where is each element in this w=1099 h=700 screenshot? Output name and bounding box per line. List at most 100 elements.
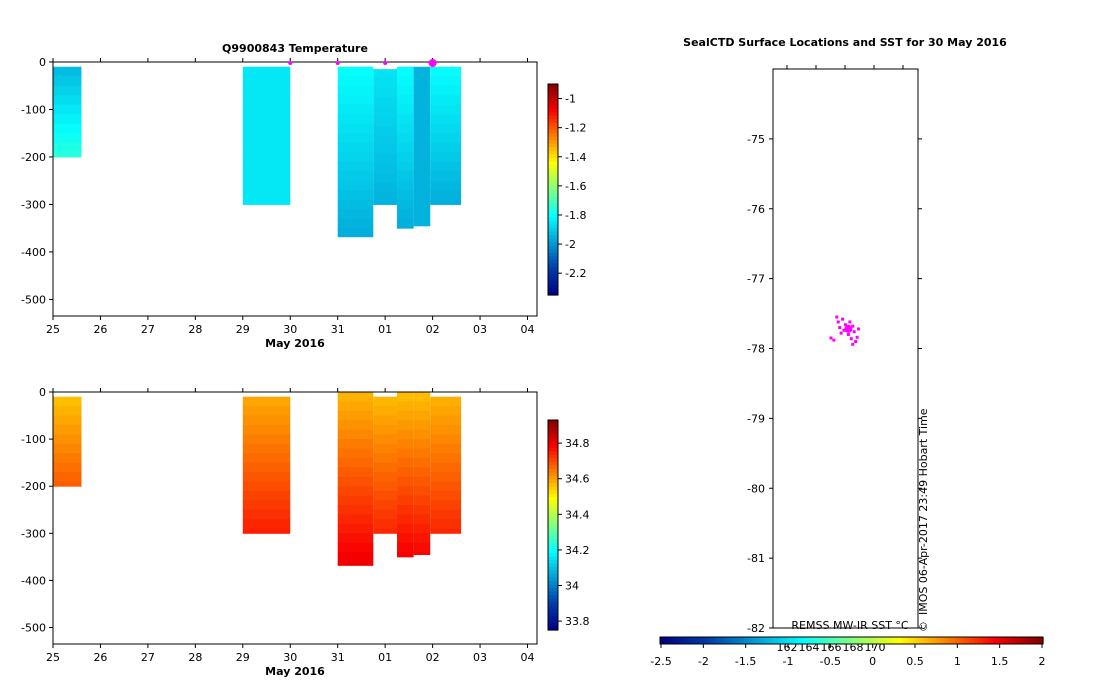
colorbar-cell	[548, 556, 558, 561]
profile-cell	[430, 66, 462, 77]
sst-colorbar-cell	[885, 637, 891, 644]
profile-cell	[373, 69, 398, 80]
profile-cell	[53, 443, 82, 454]
colorbar-cell	[548, 140, 558, 145]
colorbar-cell	[548, 203, 558, 208]
profile-cell	[242, 443, 291, 454]
sst-colorbar-cell	[1027, 637, 1033, 644]
profile-cell	[413, 133, 431, 144]
colorbar-cell	[548, 623, 558, 628]
sst-colorbar-cell	[866, 637, 872, 644]
colorbar-cell	[548, 570, 558, 575]
profile-cell	[337, 514, 374, 525]
sst-colorbar-tick-label: 0.5	[906, 655, 924, 668]
timestamp-label: IMOS 06-Apr-2017 23:49 Hobart Time	[917, 408, 930, 615]
colorbar-cell	[548, 626, 558, 631]
x-tick-label: 28	[188, 651, 202, 664]
map-y-tick-label: -75	[747, 133, 765, 146]
profile-cell	[337, 561, 374, 566]
profile-cell	[413, 542, 431, 553]
profile-cell	[430, 152, 462, 163]
profile-cell	[373, 135, 398, 146]
profile-cell	[430, 199, 462, 205]
colorbar-cell	[548, 133, 558, 138]
map-y-tick-label: -79	[747, 412, 765, 425]
location-point	[851, 324, 855, 328]
colorbar-cell	[548, 451, 558, 456]
profile-cell	[413, 180, 431, 191]
sst-colorbar-cell	[939, 637, 945, 644]
profile-cell	[397, 467, 414, 478]
profile-cell	[242, 104, 291, 115]
colorbar-cell	[548, 259, 558, 264]
colorbar-cell	[548, 119, 558, 124]
colorbar-cell	[548, 291, 558, 296]
profile-cell	[53, 114, 82, 125]
profile-cell	[337, 228, 374, 238]
sst-colorbar-cell	[878, 637, 883, 644]
profile-cell	[397, 218, 414, 229]
location-point	[844, 323, 847, 327]
profile-cell	[430, 415, 462, 426]
x-tick-label: 25	[46, 651, 60, 664]
colorbar-cell	[548, 595, 558, 600]
colorbar-cell	[548, 221, 558, 226]
colorbar-cell	[548, 469, 558, 474]
x-tick-label: 03	[473, 651, 487, 664]
profile-cell	[413, 123, 431, 134]
profile-cell	[397, 552, 414, 558]
y-tick-label: 0	[39, 386, 46, 399]
x-axis-label: May 2016	[265, 665, 325, 678]
sst-colorbar-cell	[874, 637, 879, 644]
profile-cell	[430, 472, 462, 482]
sst-colorbar-cell	[859, 637, 864, 644]
profile-cell	[397, 190, 414, 201]
colorbar-cell	[548, 175, 558, 180]
sst-colorbar-cell	[690, 637, 696, 644]
profile-cell	[242, 114, 291, 125]
y-tick-label: -400	[21, 574, 46, 587]
colorbar-cell	[548, 273, 558, 279]
colorbar-tick-label: 34.2	[565, 544, 590, 557]
x-tick-label: 03	[473, 323, 487, 336]
profile-cell	[397, 486, 414, 497]
location-point	[839, 331, 843, 335]
profile-cell	[430, 114, 462, 125]
sst-colorbar-cell	[958, 637, 964, 644]
colorbar-cell	[548, 549, 558, 554]
colorbar-frame	[547, 419, 559, 631]
event-marker	[288, 61, 293, 65]
profile-cell	[337, 552, 374, 563]
profile-cell	[413, 218, 431, 227]
sst-colorbar-label: REMSS MW-IR SST °C	[791, 619, 909, 632]
sst-colorbar-cell	[721, 637, 726, 644]
profile-cell	[430, 481, 462, 492]
sst-colorbar-cell	[820, 637, 826, 644]
profile-cell	[337, 486, 374, 497]
profile-cell	[53, 424, 82, 435]
sst-colorbar-tick-label: 2	[1039, 655, 1046, 668]
sst-colorbar-cell	[786, 637, 791, 644]
copyright-symbol: ©	[917, 621, 930, 632]
x-tick-label: 30	[283, 651, 297, 664]
colorbar-cell	[548, 619, 558, 624]
sst-colorbar-cell	[797, 637, 803, 644]
colorbar-cell	[548, 455, 558, 460]
x-tick-label: 27	[141, 651, 155, 664]
profile-cell	[337, 133, 374, 144]
profile-cell	[337, 180, 374, 191]
sst-colorbar-cell	[817, 637, 822, 644]
colorbar-cell	[548, 462, 558, 467]
colorbar-cell	[548, 493, 558, 498]
colorbar-cell	[548, 584, 558, 589]
profile-cell	[337, 467, 374, 478]
y-tick-label: -300	[21, 198, 46, 211]
profile-cell	[242, 95, 291, 106]
profile-cell	[397, 420, 414, 431]
x-tick-label: 04	[521, 651, 535, 664]
x-tick-label: 04	[521, 323, 535, 336]
profile-cell	[337, 114, 374, 125]
profile-cell	[242, 528, 291, 534]
colorbar-cell	[548, 486, 558, 491]
profile-cell	[53, 123, 82, 134]
